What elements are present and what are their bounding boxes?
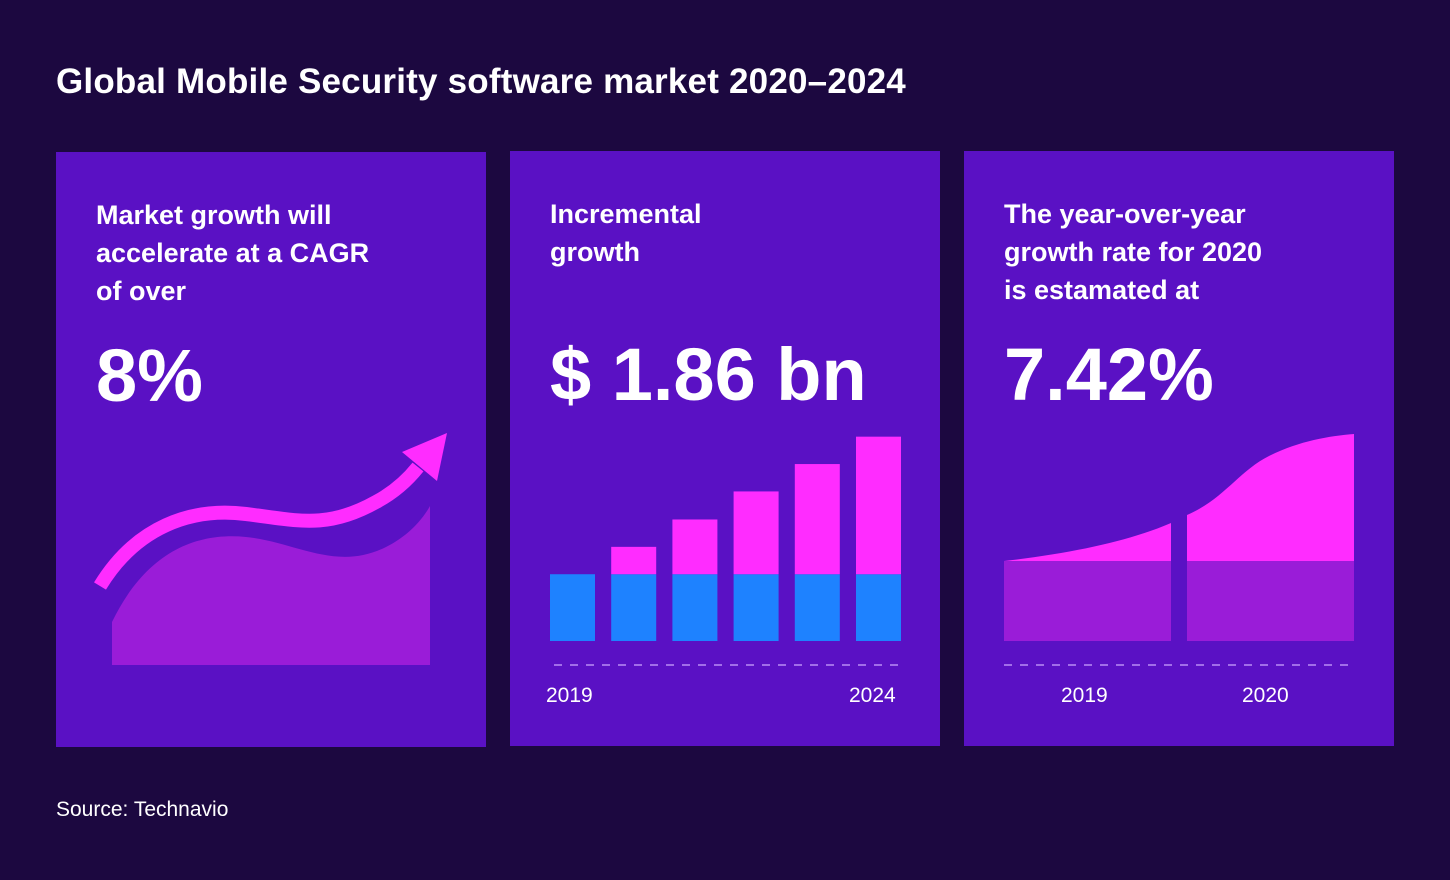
x-tick-label: 2019 xyxy=(1061,684,1108,707)
bar-increment-segment xyxy=(856,436,901,575)
bar-base-segment xyxy=(672,574,718,641)
yoy-label: The year-over-year growth rate for 2020 … xyxy=(1004,199,1263,305)
growth-arrow-head xyxy=(402,433,447,481)
cagr-card: Market growth will accelerate at a CAGR … xyxy=(56,152,486,747)
incremental-label: Incremental growth xyxy=(550,199,702,267)
yoy-value: 7.42% xyxy=(1004,333,1214,416)
bar-increment-segment xyxy=(733,491,779,575)
bar-increment-segment xyxy=(611,546,657,575)
source-note: Source: Technavio xyxy=(56,798,229,821)
page-title: Global Mobile Security software market 2… xyxy=(56,62,906,101)
yoy-growth-card: The year-over-year growth rate for 2020 … xyxy=(964,151,1394,746)
growth-area-shape xyxy=(112,506,430,665)
cagr-label: Market growth will accelerate at a CAGR … xyxy=(96,200,370,306)
bar-increment-segment xyxy=(794,464,840,575)
bar-base-segment xyxy=(856,574,901,641)
bar-base-segment xyxy=(794,574,840,641)
bar-increment-segment xyxy=(672,519,718,575)
bar-base-segment xyxy=(550,574,595,641)
growth-arrow-illustration xyxy=(94,433,447,665)
incremental-bar-chart xyxy=(550,436,901,666)
x-tick-label: 2024 xyxy=(849,684,896,707)
x-tick-label: 2020 xyxy=(1242,684,1289,707)
incremental-growth-card: Incremental growth $ 1.86 bn 2019 2024 xyxy=(510,151,940,746)
area-base-2019 xyxy=(1004,561,1171,641)
bar-base-segment xyxy=(733,574,779,641)
cagr-value: 8% xyxy=(96,334,203,417)
incremental-value: $ 1.86 bn xyxy=(550,333,867,416)
area-growth-2020 xyxy=(1187,434,1354,561)
growth-arrow-shaft xyxy=(94,462,424,590)
area-base-2020 xyxy=(1187,561,1354,641)
x-tick-label: 2019 xyxy=(546,684,593,707)
area-growth-2019 xyxy=(1004,523,1171,561)
yoy-area-chart xyxy=(1004,434,1354,666)
bar-base-segment xyxy=(611,574,657,641)
